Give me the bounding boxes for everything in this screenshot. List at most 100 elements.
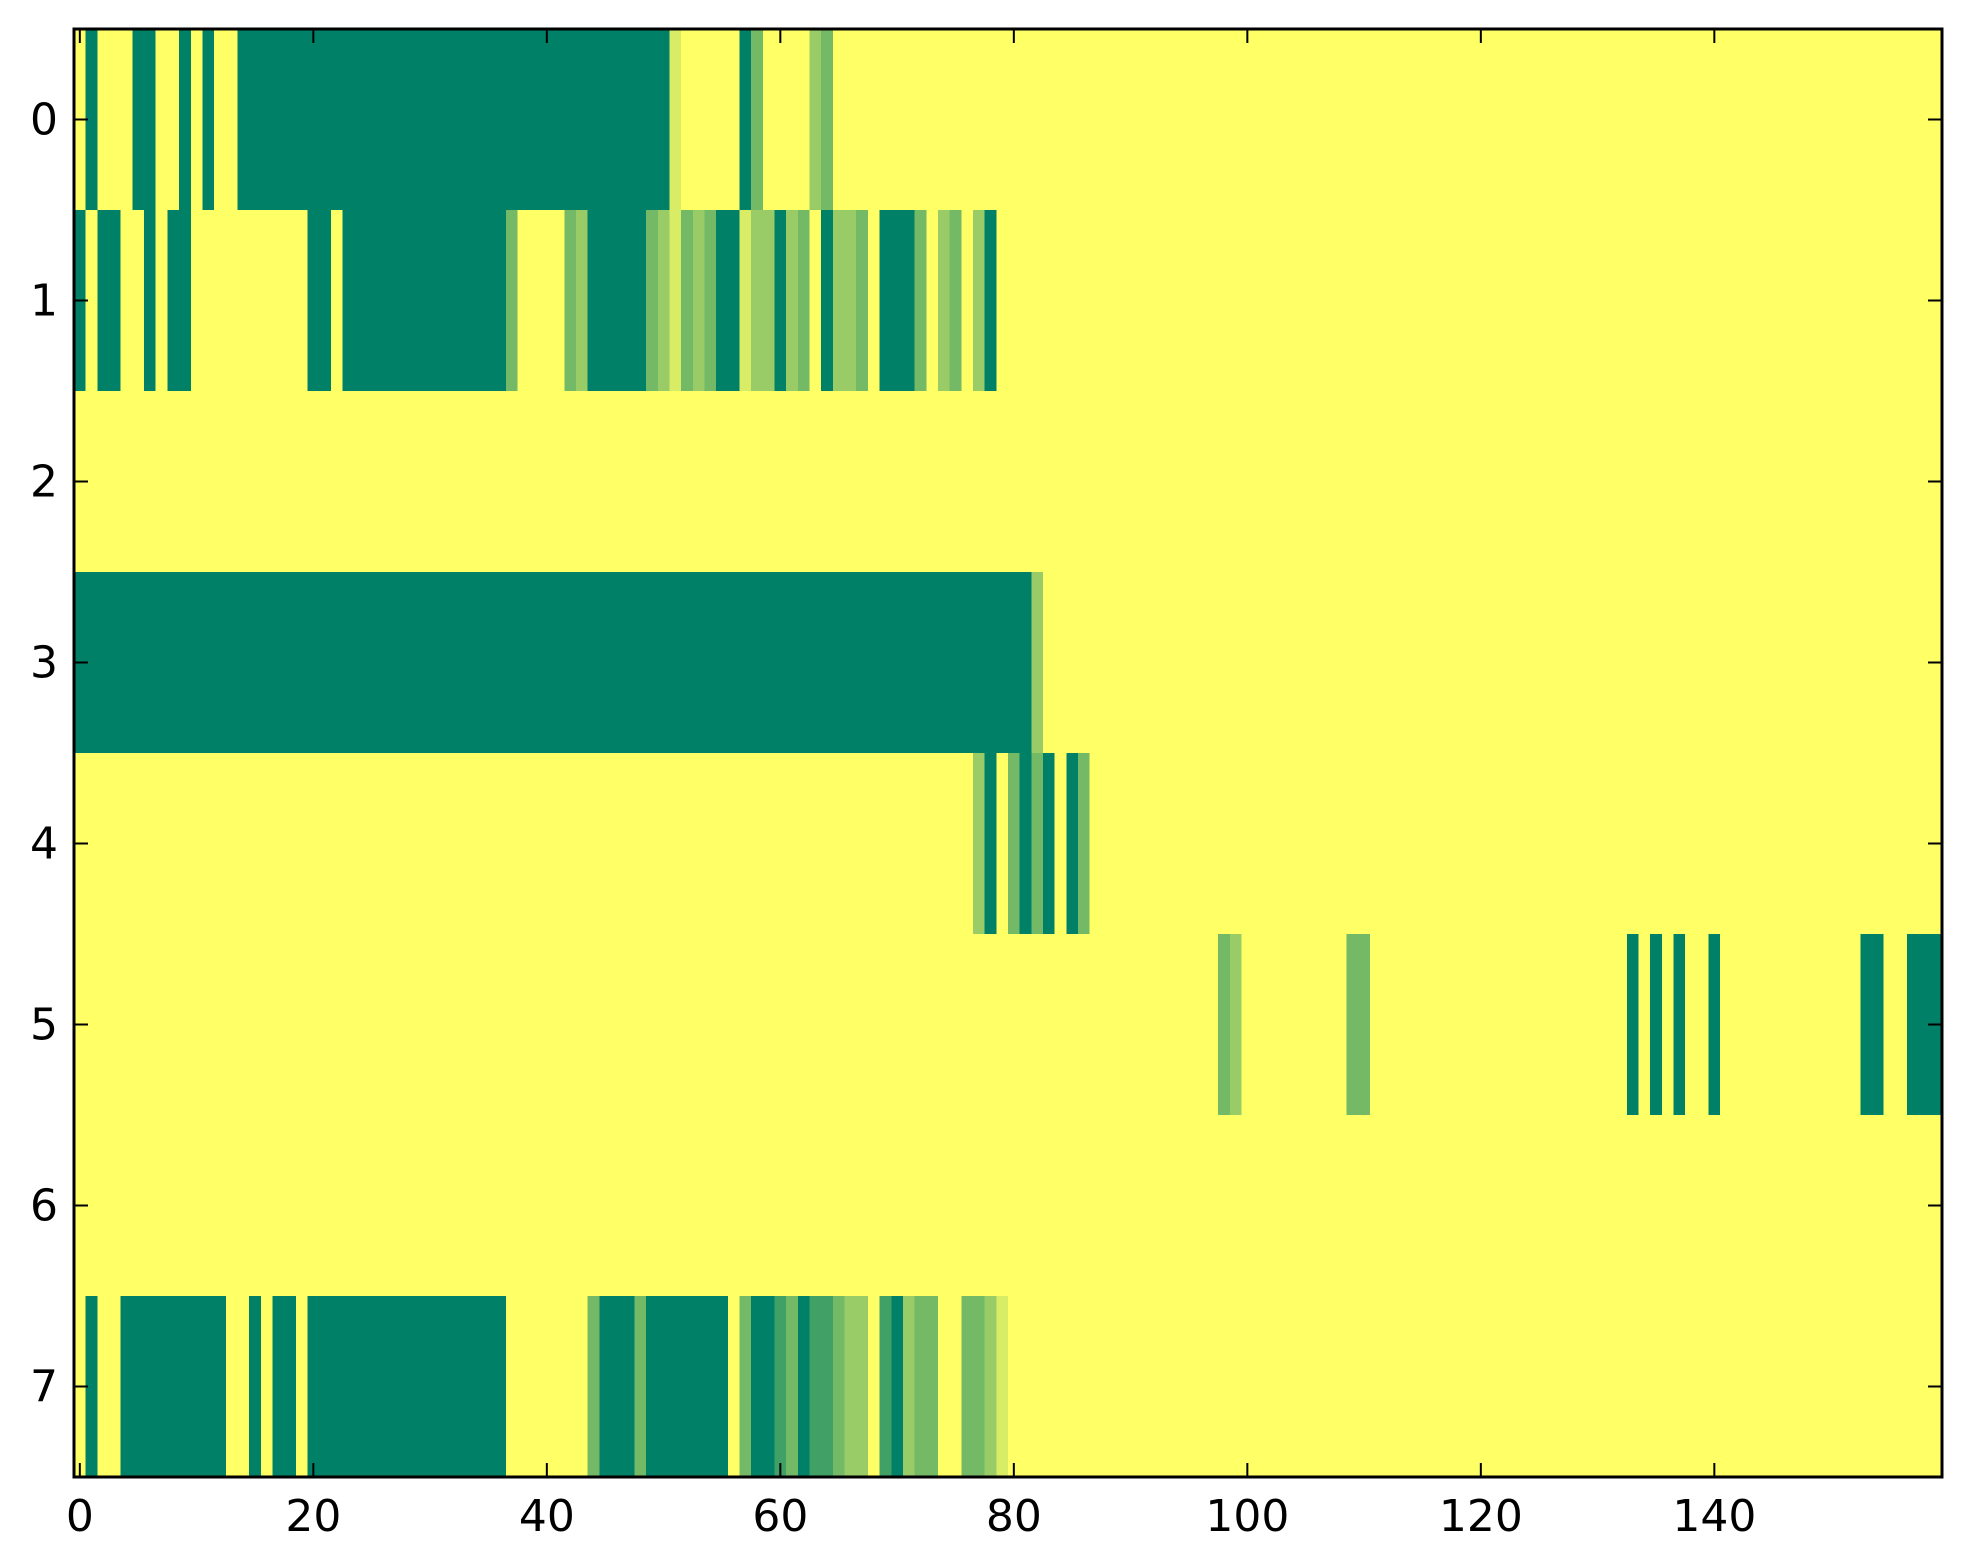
heatmap-cell-row1-seg10 xyxy=(646,210,658,391)
heatmap-cell-row7-seg17 xyxy=(879,1296,892,1477)
x-tick-label: 0 xyxy=(66,1491,94,1542)
x-tick-label: 120 xyxy=(1439,1491,1523,1542)
heatmap-cell-row1-seg23 xyxy=(832,210,857,391)
heatmap-cell-row3-seg0 xyxy=(74,572,1032,753)
heatmap-cell-row7-seg19 xyxy=(902,1296,915,1477)
heatmap-cell-row1-seg24 xyxy=(856,210,868,391)
heatmap-cell-row5-seg7 xyxy=(1860,934,1884,1115)
y-tick-label: 0 xyxy=(30,95,58,146)
y-tick-label: 2 xyxy=(30,457,58,508)
heatmap-cell-row5-seg1 xyxy=(1229,934,1242,1115)
heatmap-cell-row1-seg12 xyxy=(669,210,682,391)
heatmap-cell-row7-seg8 xyxy=(646,1296,728,1477)
plot-area xyxy=(72,27,1944,1479)
heatmap-cell-row5-seg3 xyxy=(1626,934,1639,1115)
y-tick-label: 7 xyxy=(30,1362,58,1413)
y-tick-label: 5 xyxy=(30,1000,58,1051)
heatmap-cell-row1-seg26 xyxy=(914,210,927,391)
heatmap-cell-row7-seg12 xyxy=(786,1296,798,1477)
heatmap-cell-row4-seg2 xyxy=(1008,753,1020,934)
x-tick-label: 40 xyxy=(519,1491,575,1542)
heatmap-cell-row7-seg11 xyxy=(774,1296,787,1477)
heatmap-cell-row4-seg0 xyxy=(972,753,985,934)
heatmap-cell-row0-seg2 xyxy=(179,29,191,210)
heatmap-cell-row5-seg0 xyxy=(1218,934,1230,1115)
heatmap-cell-row7-seg2 xyxy=(249,1296,261,1477)
heatmap-cell-row1-seg3 xyxy=(167,210,191,391)
heatmap-cell-row7-seg20 xyxy=(914,1296,938,1477)
heatmap-cell-row1-seg30 xyxy=(984,210,997,391)
heatmap-cell-row7-seg4 xyxy=(307,1296,506,1477)
heatmap-cell-row1-seg9 xyxy=(587,210,647,391)
heatmap-cell-row1-seg18 xyxy=(751,210,775,391)
heatmap-cell-row7-seg0 xyxy=(85,1296,98,1477)
heatmap-cell-row7-seg15 xyxy=(832,1296,845,1477)
heatmap-cell-row1-seg4 xyxy=(307,210,331,391)
heatmap-cell-row3-seg1 xyxy=(1031,572,1044,753)
axes-frame xyxy=(72,27,1944,1479)
heatmap-cell-row7-seg10 xyxy=(751,1296,775,1477)
heatmap-cell-row7-seg13 xyxy=(797,1296,810,1477)
heatmap-cell-row1-seg20 xyxy=(786,210,798,391)
heatmap-cell-row0-seg5 xyxy=(669,29,682,210)
heatmap-cell-row1-seg22 xyxy=(821,210,833,391)
heatmap-cell-row1-seg8 xyxy=(576,210,588,391)
heatmap-cell-row1-seg16 xyxy=(716,210,740,391)
heatmap-cell-row1-seg5 xyxy=(342,210,506,391)
y-tick-label: 4 xyxy=(30,819,58,870)
heatmap-cell-row7-seg5 xyxy=(587,1296,600,1477)
y-tick-label: 6 xyxy=(30,1181,58,1232)
heatmap-cell-row7-seg21 xyxy=(961,1296,985,1477)
heatmap-cell-row7-seg16 xyxy=(844,1296,868,1477)
heatmap-cell-row7-seg1 xyxy=(120,1296,226,1477)
heatmap-cell-row1-seg27 xyxy=(937,210,950,391)
heatmap-cell-row1-seg13 xyxy=(681,210,693,391)
heatmap-cell-row1-seg28 xyxy=(949,210,962,391)
heatmap-cell-row1-seg14 xyxy=(692,210,705,391)
heatmap-cell-row7-seg22 xyxy=(984,1296,997,1477)
heatmap-cell-row7-seg6 xyxy=(599,1296,635,1477)
y-axis-ticks: 0 1 2 3 4 5 6 7 xyxy=(30,95,1942,1413)
heatmap-cell-row4-seg6 xyxy=(1066,753,1079,934)
heatmap-cell-row7-seg3 xyxy=(272,1296,296,1477)
heatmap-cell-row5-seg4 xyxy=(1650,934,1662,1115)
x-axis-ticks: 0 20 40 60 80 100 120 140 xyxy=(66,29,1756,1542)
x-tick-label: 80 xyxy=(986,1491,1042,1542)
heatmap-cell-row1-seg1 xyxy=(97,210,121,391)
heatmap-cell-row1-seg29 xyxy=(972,210,985,391)
y-tick-label: 3 xyxy=(30,638,58,689)
heatmap-cell-row7-seg9 xyxy=(739,1296,752,1477)
heatmap-cell-row4-seg1 xyxy=(984,753,997,934)
heatmap-cell-row7-seg14 xyxy=(809,1296,833,1477)
heatmap-cells xyxy=(74,29,1942,1477)
heatmap-cell-row1-seg17 xyxy=(739,210,752,391)
heatmap-cell-row1-seg2 xyxy=(144,210,156,391)
heatmap-cell-row5-seg6 xyxy=(1708,934,1721,1115)
heatmap-cell-row0-seg3 xyxy=(202,29,215,210)
heatmap-cell-row1-seg6 xyxy=(505,210,518,391)
y-tick-label: 1 xyxy=(30,276,58,327)
heatmap-cell-row4-seg5 xyxy=(1043,753,1055,934)
heatmap-cell-row7-seg18 xyxy=(891,1296,903,1477)
heatmap-cell-row0-seg4 xyxy=(237,29,670,210)
heatmap-cell-row7-seg23 xyxy=(996,1296,1008,1477)
x-tick-label: 60 xyxy=(752,1491,808,1542)
heatmap-cell-row7-seg7 xyxy=(634,1296,647,1477)
x-tick-label: 100 xyxy=(1205,1491,1289,1542)
heatmap-cell-row5-seg2 xyxy=(1346,934,1370,1115)
heatmap-cell-row1-seg21 xyxy=(797,210,810,391)
heatmap-cell-row1-seg25 xyxy=(879,210,915,391)
x-tick-label: 140 xyxy=(1672,1491,1756,1542)
x-tick-label: 20 xyxy=(285,1491,341,1542)
heatmap-cell-row0-seg7 xyxy=(751,29,763,210)
heatmap-cell-row1-seg11 xyxy=(657,210,670,391)
heatmap-cell-row0-seg0 xyxy=(85,29,98,210)
heatmap-cell-row1-seg7 xyxy=(564,210,577,391)
heatmap-cell-row4-seg7 xyxy=(1078,753,1090,934)
heatmap-cell-row0-seg6 xyxy=(739,29,752,210)
heatmap-cell-row0-seg1 xyxy=(132,29,156,210)
heatmap-cell-row0-seg9 xyxy=(821,29,833,210)
heatmap-cell-row1-seg19 xyxy=(774,210,787,391)
heatmap-cell-row4-seg4 xyxy=(1031,753,1044,934)
